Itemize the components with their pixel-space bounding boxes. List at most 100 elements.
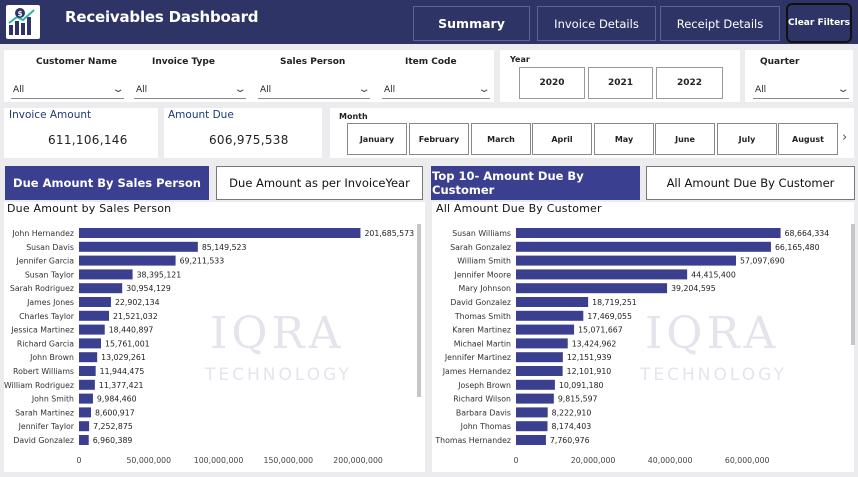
bar-value-label: 13,029,261	[101, 353, 146, 362]
category-label: Jennifer Martinez	[444, 353, 511, 362]
category-label: James Jones	[26, 298, 74, 307]
bar-value-label: 11,944,475	[100, 367, 145, 376]
chart-bar[interactable]	[79, 421, 90, 432]
chart-bar[interactable]	[516, 421, 548, 432]
chart-bar[interactable]	[79, 407, 92, 418]
chart-bar[interactable]	[79, 310, 110, 321]
x-tick-label: 50,000,000	[126, 456, 171, 465]
category-label: John Thomas	[460, 422, 511, 431]
sales-person-dropdown[interactable]: All ⌄	[258, 81, 371, 99]
chart-bar[interactable]	[79, 255, 176, 266]
chart-bar[interactable]	[79, 366, 96, 376]
category-label: Jennifer Garcia	[16, 257, 75, 266]
bar-value-label: 201,685,573	[364, 229, 414, 238]
chart-bar[interactable]	[79, 283, 123, 294]
category-label: John Smith	[31, 395, 74, 404]
chart-bar[interactable]	[516, 407, 548, 418]
month-august-button[interactable]: August	[778, 123, 838, 155]
category-label: James Hernandez	[442, 367, 511, 376]
chart-bar[interactable]	[516, 269, 688, 280]
customer-chart-scrollbar[interactable]	[851, 224, 855, 345]
item-code-value: All	[384, 84, 396, 95]
chevron-right-icon[interactable]: ›	[842, 130, 848, 145]
tab-top10-customer[interactable]: Top 10- Amount Due By Customer	[431, 166, 640, 200]
bar-value-label: 6,960,389	[93, 436, 133, 445]
category-label: Susan Williams	[452, 229, 511, 238]
chart-bar[interactable]	[516, 338, 568, 349]
month-april-button[interactable]: April	[532, 123, 592, 155]
x-tick-label: 150,000,000	[264, 456, 314, 465]
tab-invoice-details[interactable]: Invoice Details	[537, 6, 656, 41]
bar-value-label: 8,174,403	[551, 422, 591, 431]
sales-person-bar-chart: John Hernandez 201,685,573 Susan Davis 85,1…	[4, 228, 414, 465]
chart-bar[interactable]	[79, 352, 98, 363]
chart-bar[interactable]	[79, 228, 361, 238]
chart-bar[interactable]	[516, 297, 589, 307]
month-january-button[interactable]: January	[347, 123, 407, 155]
chart-bar[interactable]	[516, 255, 737, 266]
chart-bar[interactable]	[516, 366, 563, 376]
category-label: Barbara Davis	[456, 408, 511, 417]
tab-due-by-invoice-year[interactable]: Due Amount as per InvoiceYear	[216, 166, 423, 200]
chart-bar[interactable]	[516, 352, 563, 363]
bar-value-label: 12,151,939	[567, 353, 612, 362]
sales-person-chart-title: Due Amount by Sales Person	[7, 202, 172, 215]
year-2022-button[interactable]: 2022	[656, 67, 723, 99]
chart-bar[interactable]	[516, 393, 554, 404]
bar-value-label: 10,091,180	[559, 381, 604, 390]
sales-person-chart-panel	[4, 202, 425, 472]
chart-bar[interactable]	[79, 324, 105, 335]
chart-bar[interactable]	[516, 379, 555, 390]
chart-bar[interactable]	[79, 269, 133, 280]
x-tick-label: 40,000,000	[648, 456, 693, 465]
amount-due-value: 606,975,538	[209, 133, 289, 147]
bar-value-label: 11,377,421	[99, 381, 144, 390]
clear-filters-button[interactable]: Clear Filters	[786, 3, 852, 43]
chevron-down-icon: ⌄	[357, 84, 371, 95]
chevron-down-icon: ⌄	[836, 84, 850, 95]
chart-bar[interactable]	[516, 310, 584, 321]
bar-value-label: 7,252,875	[93, 422, 133, 431]
bar-value-label: 7,760,976	[550, 436, 590, 445]
customer-name-value: All	[13, 84, 25, 95]
year-2020-button[interactable]: 2020	[519, 67, 585, 99]
bar-value-label: 44,415,400	[691, 270, 736, 279]
customer-name-dropdown[interactable]: All ⌄	[11, 81, 125, 99]
tab-due-by-sales-person[interactable]: Due Amount By Sales Person	[5, 166, 209, 200]
month-july-button[interactable]: July	[717, 123, 777, 155]
category-label: Sarah Gonzalez	[450, 243, 511, 252]
chart-bar[interactable]	[516, 324, 575, 335]
year-2021-button[interactable]: 2021	[588, 67, 653, 99]
tab-summary[interactable]: Summary	[413, 6, 530, 41]
category-label: John Brown	[29, 353, 74, 362]
bar-value-label: 21,521,032	[113, 312, 158, 321]
month-june-button[interactable]: June	[655, 123, 715, 155]
quarter-dropdown[interactable]: All ⌄	[753, 81, 850, 99]
month-february-button[interactable]: February	[409, 123, 469, 155]
category-label: Sarah Rodriguez	[10, 284, 74, 293]
chevron-down-icon: ⌄	[233, 84, 247, 95]
chart-bar[interactable]	[516, 228, 781, 238]
x-tick-label: 60,000,000	[725, 456, 770, 465]
chart-bar[interactable]	[79, 241, 198, 252]
chart-bar[interactable]	[79, 435, 89, 445]
tab-receipt-details[interactable]: Receipt Details	[660, 6, 780, 41]
month-may-button[interactable]: May	[594, 123, 654, 155]
bar-value-label: 15,761,001	[105, 339, 150, 348]
x-tick-label: 20,000,000	[571, 456, 616, 465]
month-march-button[interactable]: March	[471, 123, 531, 155]
sales-person-chart-scrollbar[interactable]	[417, 224, 421, 397]
quarter-label: Quarter	[760, 57, 800, 67]
item-code-dropdown[interactable]: All ⌄	[382, 81, 491, 99]
chart-bar[interactable]	[79, 297, 111, 307]
tab-all-customer[interactable]: All Amount Due By Customer	[646, 166, 855, 200]
chart-bar[interactable]	[79, 379, 95, 390]
invoice-type-dropdown[interactable]: All ⌄	[134, 81, 247, 99]
chart-bar[interactable]	[516, 241, 771, 252]
invoice-type-value: All	[136, 84, 148, 95]
chart-bar[interactable]	[516, 435, 546, 445]
chart-bar[interactable]	[79, 393, 93, 404]
category-label: Sarah Martinez	[15, 408, 74, 417]
chart-bar[interactable]	[79, 338, 101, 349]
chart-bar[interactable]	[516, 283, 668, 294]
